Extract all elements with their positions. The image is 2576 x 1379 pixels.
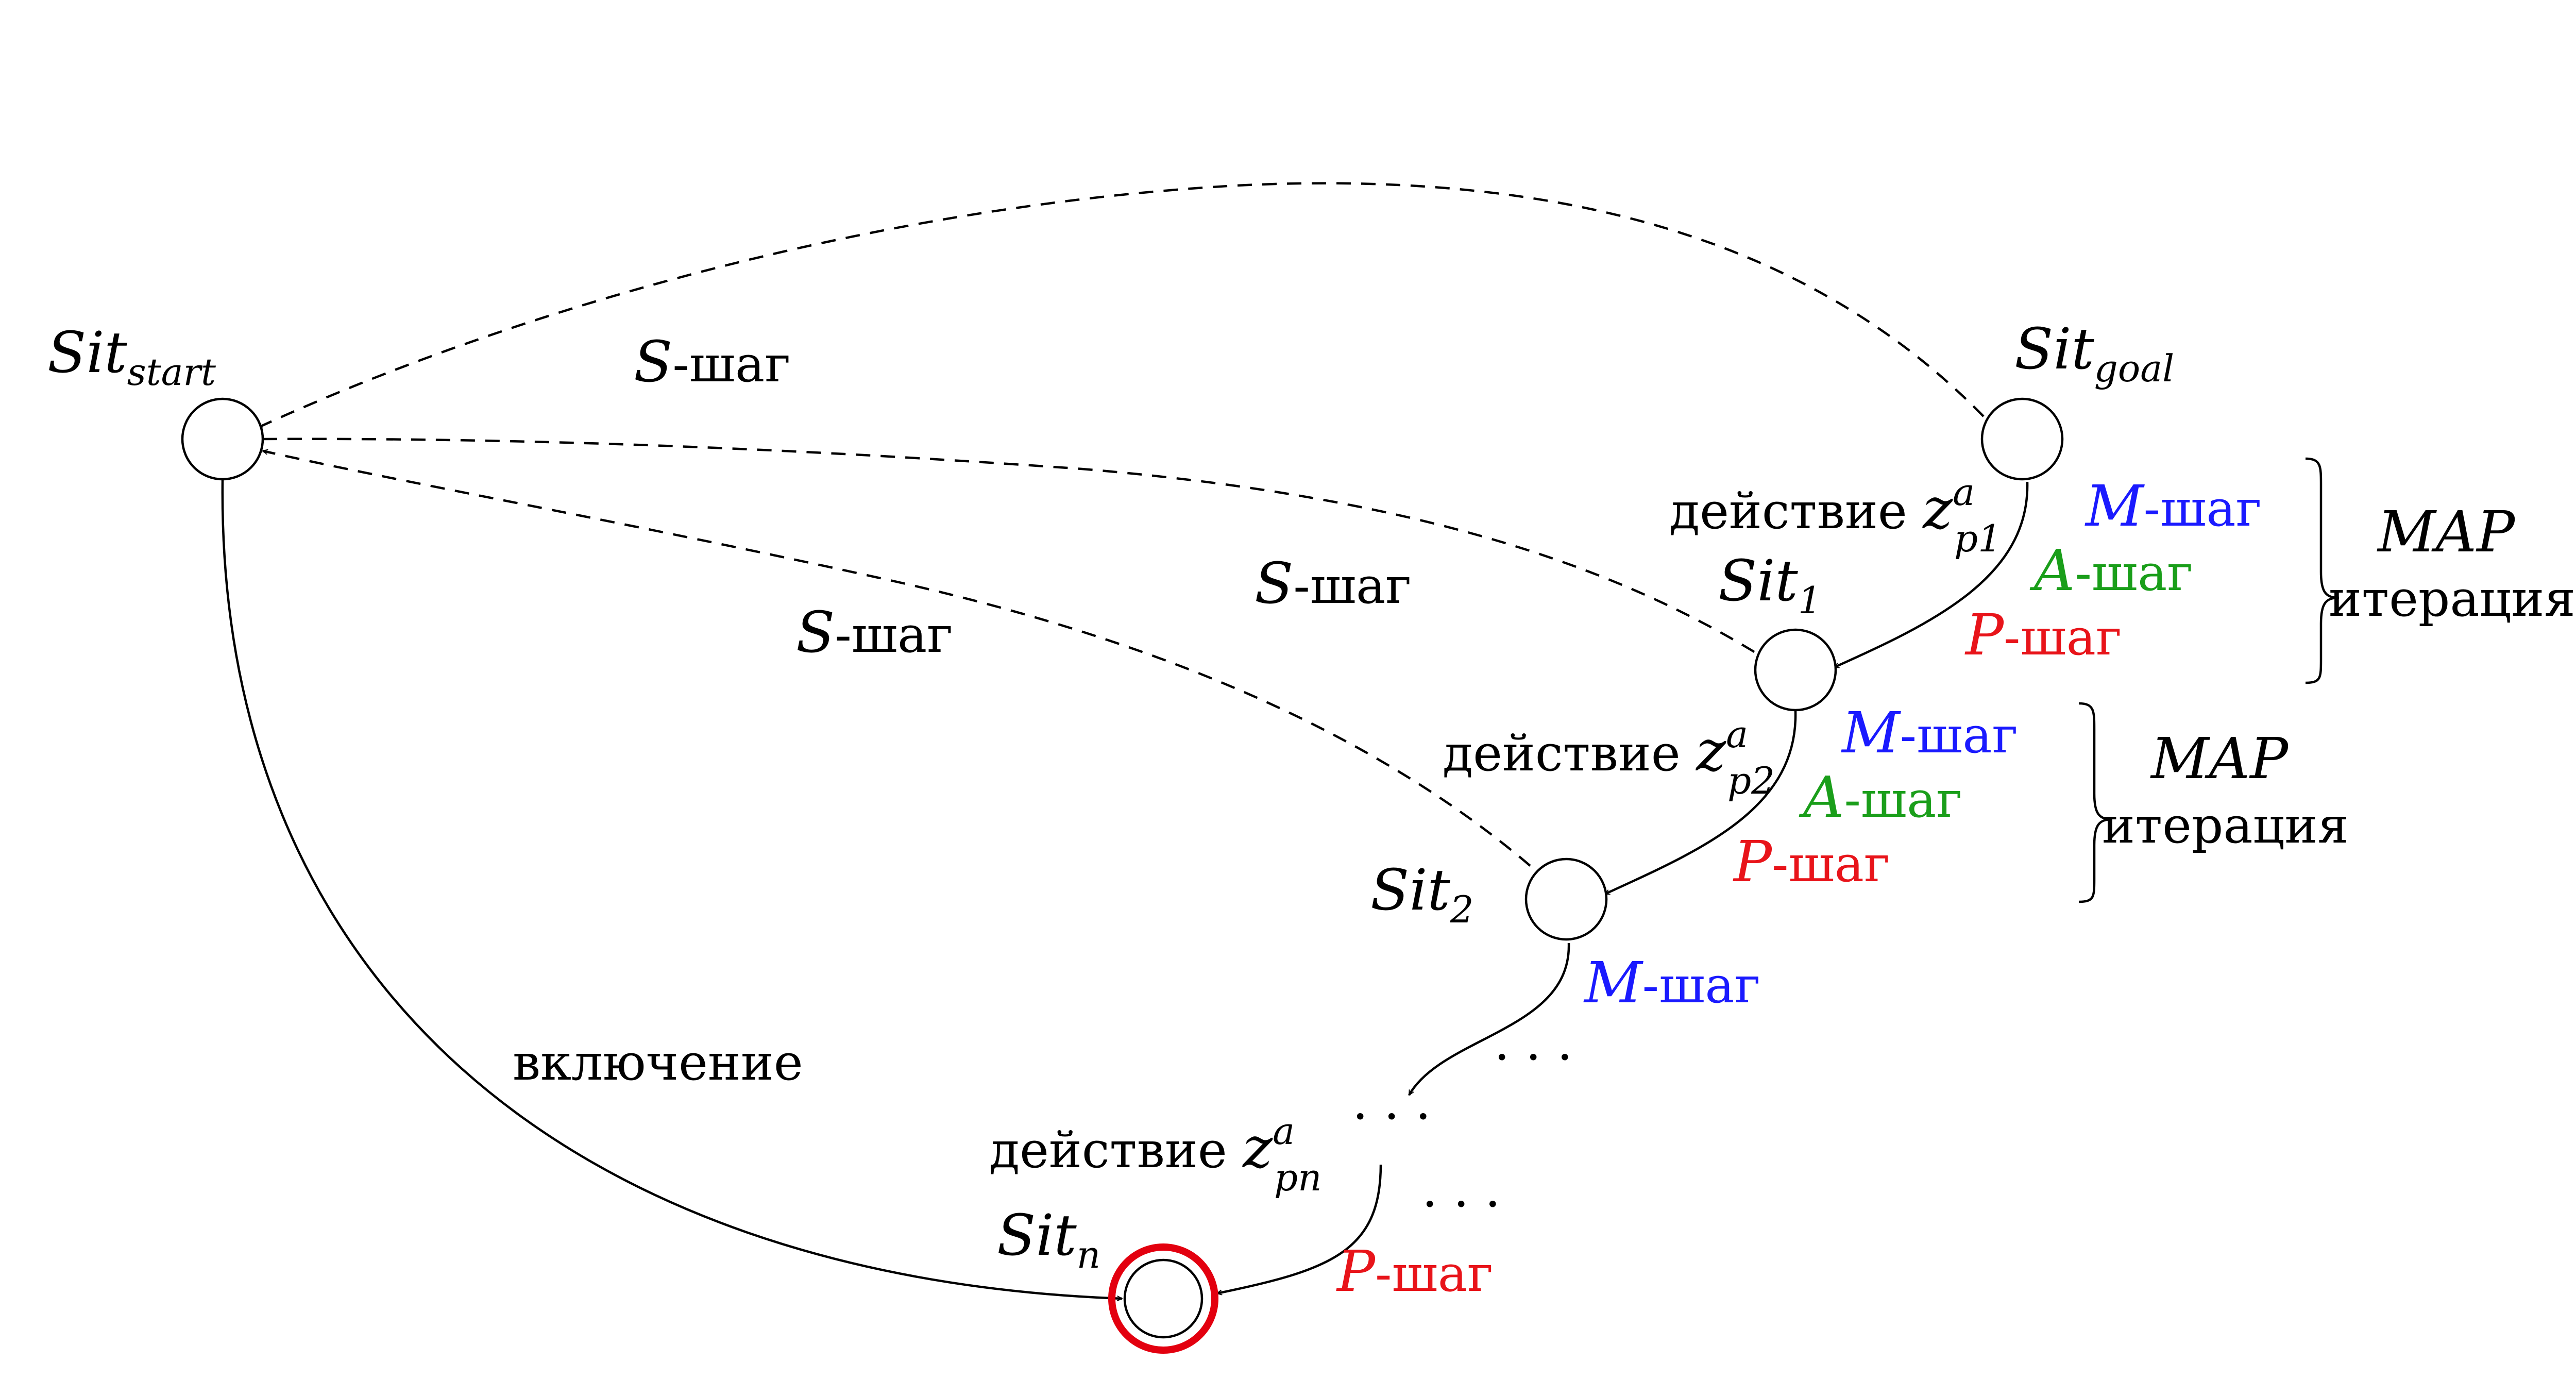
label-sit-1: Sit1 <box>1718 548 1822 622</box>
brace-iteration-2 <box>2078 702 2113 903</box>
label-inclusion: включение <box>513 1034 803 1091</box>
node-sit-n-ring <box>1108 1243 1218 1354</box>
node-sit-start <box>181 397 264 481</box>
label-m-step-1: M-шаг <box>2084 473 2262 539</box>
s-step-edge-goal <box>258 182 1985 429</box>
label-p-step-2: P-шаг <box>1733 829 1890 895</box>
label-m-step-2: M-шаг <box>1841 700 2018 766</box>
node-sit-goal <box>1980 397 2064 481</box>
map-label-1: итерация <box>2329 570 2575 628</box>
label-s-step-middle: S-шаг <box>1255 550 1412 616</box>
label-sit-2: Sit2 <box>1370 857 1474 931</box>
inclusion-edge <box>221 479 1122 1299</box>
label-m-step-3: M-шаг <box>1583 950 1760 1016</box>
label-action-1: действие za p1 <box>1669 470 2002 560</box>
ellipsis-right: · · · <box>1494 1029 1573 1086</box>
node-sit-n <box>1123 1258 1204 1339</box>
s-step-edge-sit2 <box>263 451 1531 867</box>
ellipsis-lower: · · · <box>1422 1175 1501 1233</box>
label-sit-start: Sitstart <box>47 319 216 394</box>
action-edge-sit2-dots <box>1408 943 1570 1095</box>
map-label-2: итерация <box>2102 797 2349 854</box>
node-sit-2 <box>1524 857 1608 941</box>
action-edge-goal-sit1 <box>1834 481 2029 669</box>
label-a-step-1: A-шаг <box>2029 537 2193 603</box>
label-action-n: действие za pn <box>989 1109 1322 1199</box>
label-sit-n: Sitn <box>997 1202 1100 1276</box>
label-p-step-n: P-шаг <box>1336 1238 1493 1304</box>
label-action-2: действие za p2 <box>1443 713 1775 802</box>
label-s-step-top: S-шаг <box>634 329 791 395</box>
node-sit-1 <box>1754 628 1837 712</box>
action-edge-sit1-sit2 <box>1605 711 1797 896</box>
action-edge-dots-sitn <box>1217 1164 1382 1293</box>
label-s-step-lower: S-шаг <box>796 599 953 665</box>
map-title-2: MAP <box>2150 726 2289 792</box>
s-step-edge-sit1 <box>258 439 1755 653</box>
map-title-1: MAP <box>2377 499 2516 565</box>
ellipsis-middle: · · · <box>1352 1088 1431 1146</box>
label-a-step-2: A-шаг <box>1799 764 1962 830</box>
brace-iteration-1 <box>2305 457 2340 684</box>
label-sit-goal: Sitgoal <box>2014 316 2174 390</box>
label-p-step-1: P-шаг <box>1964 602 2122 668</box>
